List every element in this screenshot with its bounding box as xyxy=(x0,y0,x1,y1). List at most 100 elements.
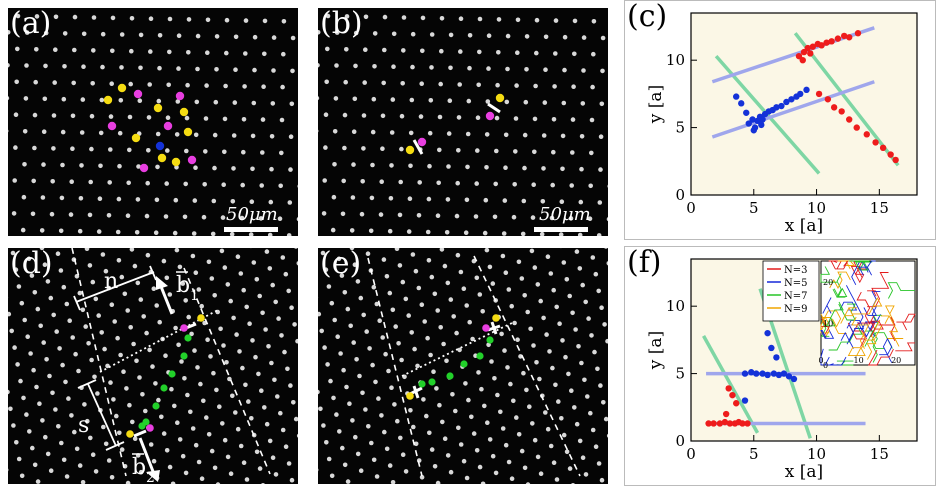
defect-particle xyxy=(139,163,149,173)
colloid-particle xyxy=(369,440,374,446)
colloid-particle xyxy=(384,274,390,279)
colloid-particle xyxy=(533,83,538,89)
colloid-particle xyxy=(502,348,507,353)
green-particle xyxy=(152,402,160,410)
colloid-particle xyxy=(194,99,200,105)
colloid-particle xyxy=(370,129,376,135)
colloid-particle xyxy=(42,96,48,102)
colloid-particle xyxy=(580,282,585,288)
colloid-particle xyxy=(351,129,357,134)
inset-frame xyxy=(820,260,916,366)
colloid-particle xyxy=(492,376,497,381)
colloid-particle xyxy=(59,440,64,446)
colloid-particle xyxy=(580,455,586,460)
colloid-particle xyxy=(401,15,407,20)
colloid-particle xyxy=(15,13,21,19)
colloid-particle xyxy=(432,464,438,469)
colloid-particle xyxy=(485,99,491,104)
colloid-particle xyxy=(403,296,409,302)
colloid-particle xyxy=(106,213,112,218)
colloid-particle xyxy=(100,31,106,37)
colloid-particle xyxy=(508,381,513,387)
colloid-particle xyxy=(521,370,526,376)
inset-trajectory xyxy=(833,287,848,298)
colloid-particle xyxy=(399,113,405,119)
colloid-particle xyxy=(90,452,96,457)
y-axis-label: y [a] xyxy=(646,331,666,370)
inset-x-tick-label: 10 xyxy=(854,356,864,365)
colloid-particle xyxy=(552,84,557,89)
n-bracket xyxy=(75,271,155,303)
inset-trajectory xyxy=(867,290,881,308)
colloid-particle xyxy=(439,48,444,54)
colloid-particle xyxy=(112,319,117,324)
colloid-particle xyxy=(389,385,394,390)
colloid-particle xyxy=(604,248,608,249)
colloid-particle xyxy=(212,165,217,171)
colloid-particle xyxy=(579,360,584,366)
colloid-particle xyxy=(523,99,529,105)
colloid-particle xyxy=(167,16,173,22)
colloid-particle xyxy=(145,252,151,258)
colloid-particle xyxy=(582,377,587,383)
y-tick-label: 10 xyxy=(666,51,685,69)
y-tick-label: 5 xyxy=(675,119,685,137)
colloid-particle xyxy=(8,96,10,101)
colloid-particle xyxy=(574,249,580,254)
colloid-particle xyxy=(89,146,94,152)
colloid-particle xyxy=(164,275,170,281)
colloid-particle xyxy=(261,84,266,89)
colloid-particle xyxy=(525,482,531,484)
inset-trajectory xyxy=(857,320,875,331)
colloid-particle xyxy=(503,442,509,448)
colloid-particle xyxy=(13,112,19,117)
colloid-particle xyxy=(24,30,30,35)
colloid-particle xyxy=(157,65,162,71)
colloid-particle xyxy=(561,260,567,265)
panel-f: 0 5 10 15 0 5 10 x [a] y [a] 0 10 20 0 10 20 N=3 N=5 N=7 N… xyxy=(624,246,936,486)
colloid-particle xyxy=(80,97,86,102)
colloid-particle xyxy=(248,232,254,236)
inset-trajectory xyxy=(878,316,896,342)
colloid-particle xyxy=(30,445,35,451)
colloid-particle xyxy=(210,231,216,236)
data-point-blue xyxy=(785,373,793,380)
colloid-particle xyxy=(260,310,265,316)
colloid-particle xyxy=(164,448,170,453)
data-point-red xyxy=(853,124,860,131)
colloid-particle xyxy=(81,64,86,69)
colloid-particle xyxy=(436,180,441,186)
colloid-particle xyxy=(598,383,603,388)
colloid-particle xyxy=(338,351,343,356)
colloid-particle xyxy=(318,96,320,101)
colloid-particle xyxy=(288,167,293,172)
inset-trajectory xyxy=(847,347,866,357)
colloid-particle xyxy=(275,394,280,399)
colloid-particle xyxy=(391,31,397,37)
inset-trajectory xyxy=(820,266,837,283)
colloid-particle xyxy=(59,195,65,201)
colloid-particle xyxy=(296,217,298,222)
panel-b-image xyxy=(318,13,608,236)
colloid-particle xyxy=(117,130,123,136)
yellow-particle xyxy=(406,392,414,400)
colloid-particle xyxy=(341,178,346,184)
dislocation-magenta xyxy=(417,137,427,147)
colloid-particle xyxy=(88,435,93,441)
colloid-particle xyxy=(498,409,503,415)
colloid-particle xyxy=(554,304,559,310)
inset-legend xyxy=(762,260,820,322)
data-point-red xyxy=(795,52,803,60)
colloid-particle xyxy=(92,374,97,380)
colloid-particle xyxy=(79,163,84,168)
colloid-particle xyxy=(116,258,122,263)
colloid-particle xyxy=(110,48,115,54)
colloid-particle xyxy=(531,343,536,348)
colloid-particle xyxy=(183,181,188,187)
colloid-particle xyxy=(386,368,391,374)
colloid-particle xyxy=(43,434,48,440)
colloid-particle xyxy=(256,371,261,377)
colloid-particle xyxy=(68,212,74,217)
colloid-particle xyxy=(246,399,251,404)
colloid-particle xyxy=(182,214,188,220)
